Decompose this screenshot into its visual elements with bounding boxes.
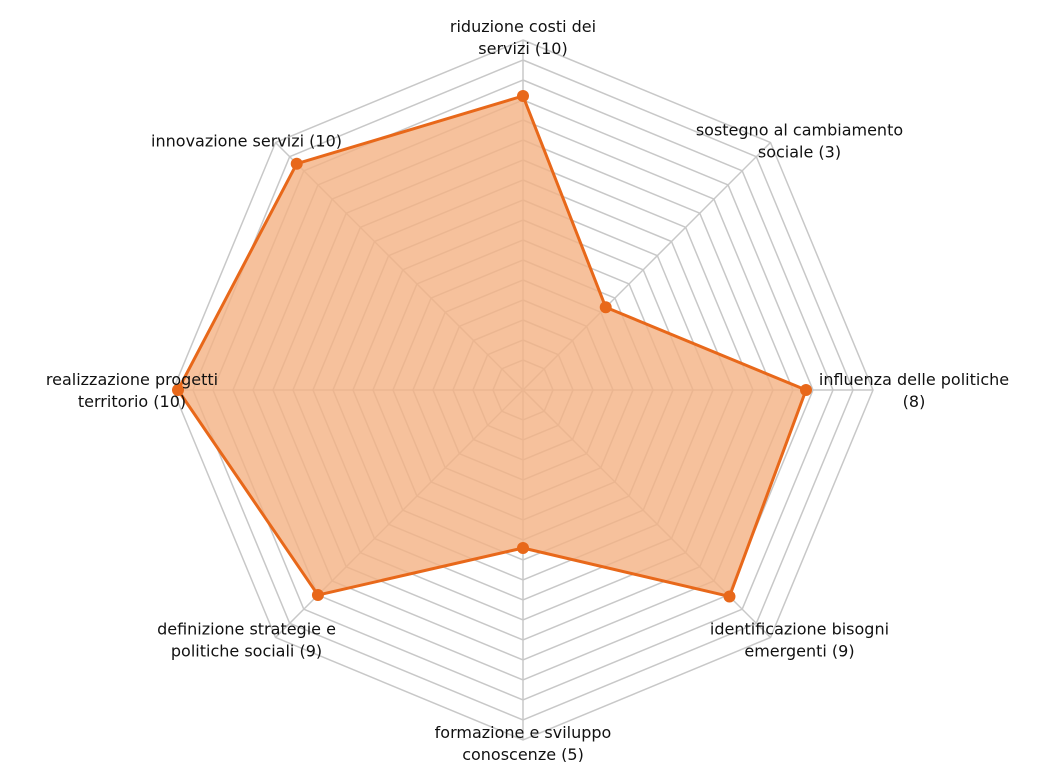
axis-label-line: realizzazione progetti	[46, 370, 218, 389]
axis-label-line: influenza delle politiche	[819, 370, 1009, 389]
axis-label-line: sostegno al cambiamento	[696, 120, 903, 139]
point	[290, 157, 303, 170]
axis-label: formazione e sviluppo conoscenze (5)	[435, 723, 612, 762]
axis-label-line: sociale (3)	[758, 142, 841, 161]
axis-label: identificazione bisogni emergenti (9)	[710, 620, 889, 661]
axis-label-line: riduzione costi dei	[450, 17, 596, 36]
axis-label: sostegno al cambiamento sociale (3)	[696, 120, 903, 161]
axis-label-line: definizione strategie e	[157, 620, 336, 639]
axis-label-line: emergenti (9)	[744, 642, 854, 661]
point	[800, 384, 812, 396]
axis-label-line: (8)	[903, 392, 926, 411]
axis-label: realizzazione progetti territorio (10)	[46, 370, 218, 411]
point	[723, 590, 736, 603]
axis-label: innovazione servizi (10)	[151, 131, 342, 150]
point	[599, 301, 612, 314]
axis-label-line: identificazione bisogni	[710, 620, 889, 639]
point	[172, 384, 184, 396]
axis-label-line: conoscenze (5)	[462, 745, 584, 762]
axis-label-line: politiche sociali (9)	[171, 642, 322, 661]
axis-label-line: servizi (10)	[478, 39, 567, 58]
axis-label-line: innovazione servizi (10)	[151, 131, 342, 150]
point	[517, 90, 529, 102]
area	[176, 94, 808, 598]
axis-label: influenza delle politiche (8)	[819, 370, 1009, 411]
axis-label-line: territorio (10)	[78, 392, 186, 411]
axis-label: definizione strategie e politiche sociali…	[157, 620, 336, 661]
axis-label: riduzione costi dei servizi (10)	[450, 17, 596, 58]
point	[517, 542, 529, 554]
point	[311, 589, 324, 602]
axis-label-line: formazione e sviluppo	[435, 723, 612, 742]
